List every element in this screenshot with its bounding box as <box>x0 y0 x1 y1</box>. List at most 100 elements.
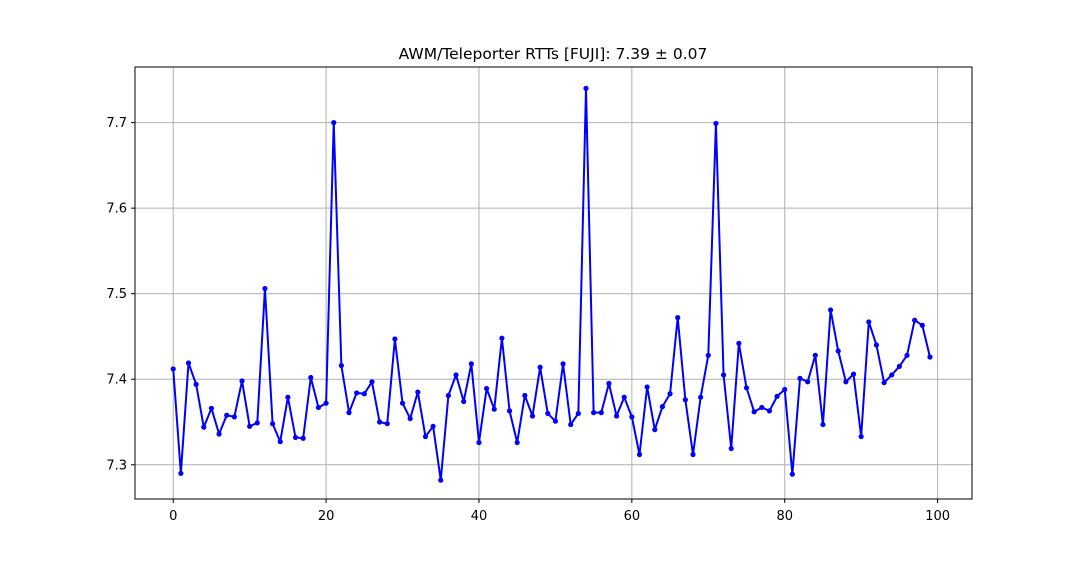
data-point <box>514 439 520 446</box>
data-point <box>529 413 536 419</box>
data-point <box>568 421 574 428</box>
y-tick-label: 7.3 <box>106 458 127 473</box>
data-point <box>629 414 635 420</box>
data-point <box>774 393 780 399</box>
data-point <box>728 445 734 452</box>
data-point <box>720 372 727 378</box>
x-tick-label: 40 <box>471 509 488 524</box>
data-point <box>827 307 834 313</box>
data-point <box>713 120 719 127</box>
data-point <box>805 379 811 385</box>
data-point <box>705 352 711 358</box>
data-point <box>430 423 436 429</box>
data-point <box>751 409 757 415</box>
data-point <box>354 390 360 396</box>
data-point <box>736 340 742 346</box>
data-point <box>407 415 413 422</box>
data-point <box>247 423 253 429</box>
data-point <box>262 285 268 292</box>
data-point <box>438 477 444 483</box>
data-point <box>331 120 337 126</box>
data-point <box>690 451 696 458</box>
data-point <box>399 400 406 406</box>
data-point <box>377 419 383 425</box>
data-point <box>743 385 750 391</box>
data-point <box>239 378 245 384</box>
data-point <box>178 470 184 476</box>
data-point <box>208 405 215 411</box>
data-point <box>285 394 291 400</box>
data-point <box>476 439 482 446</box>
data-point <box>606 380 612 387</box>
data-point <box>667 391 673 397</box>
y-tick-label: 7.7 <box>106 116 127 131</box>
data-point <box>323 400 329 406</box>
series-line <box>172 87 931 482</box>
data-point <box>843 379 849 385</box>
data-point <box>636 451 643 458</box>
data-point <box>453 372 459 378</box>
data-point <box>766 408 773 414</box>
data-point <box>415 389 421 395</box>
data-point <box>873 342 880 348</box>
data-point <box>384 421 390 427</box>
x-tick-label: 60 <box>624 509 641 524</box>
data-point <box>904 352 910 358</box>
data-point <box>912 317 918 323</box>
data-point <box>659 404 666 410</box>
data-point <box>621 394 627 400</box>
data-point <box>369 379 375 385</box>
data-point <box>850 371 857 377</box>
data-point <box>759 404 765 411</box>
data-point <box>896 363 902 370</box>
data-point <box>338 362 344 369</box>
y-tick-label: 7.6 <box>106 202 127 217</box>
x-tick-label: 20 <box>318 509 335 524</box>
data-point <box>506 408 513 414</box>
series-layer <box>170 85 933 483</box>
chart-title: AWM/Teleporter RTTs [FUJI]: 7.39 ± 0.07 <box>399 45 708 63</box>
data-point <box>698 394 704 400</box>
data-point <box>193 381 199 387</box>
data-point <box>269 421 276 427</box>
y-tick-label: 7.4 <box>106 373 127 388</box>
data-point <box>820 421 826 428</box>
data-point <box>300 435 306 441</box>
data-point <box>537 364 543 370</box>
data-point <box>308 374 314 381</box>
data-point <box>889 372 895 378</box>
data-point <box>598 410 604 416</box>
data-point <box>216 431 222 437</box>
data-point <box>392 336 398 342</box>
data-point <box>782 386 788 393</box>
data-point <box>201 424 207 430</box>
data-point <box>675 315 681 321</box>
data-point <box>591 410 597 416</box>
data-point <box>613 413 620 419</box>
data-point <box>812 352 818 358</box>
data-point <box>468 361 474 367</box>
data-point <box>254 420 260 426</box>
data-point <box>682 397 688 403</box>
data-point <box>491 406 497 412</box>
data-point <box>927 354 933 360</box>
data-point <box>231 414 237 420</box>
data-point <box>858 433 864 440</box>
x-tick-label: 0 <box>169 509 177 524</box>
data-point <box>560 361 566 367</box>
data-point <box>499 335 505 341</box>
grid-lines <box>135 67 972 499</box>
data-point <box>484 386 490 392</box>
data-point <box>522 392 528 399</box>
data-point <box>185 360 192 366</box>
data-point <box>445 392 451 399</box>
data-point <box>919 322 925 328</box>
x-tick-label: 100 <box>925 509 950 524</box>
data-point <box>422 433 429 440</box>
data-point <box>461 398 467 405</box>
data-point <box>583 85 589 91</box>
data-point <box>552 418 559 424</box>
data-point <box>292 434 299 441</box>
